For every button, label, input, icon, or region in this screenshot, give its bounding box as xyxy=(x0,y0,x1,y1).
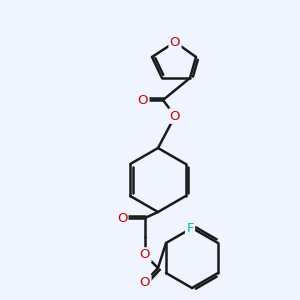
Text: O: O xyxy=(140,248,150,262)
Text: O: O xyxy=(138,94,148,106)
Text: O: O xyxy=(170,35,180,49)
Text: O: O xyxy=(170,110,180,122)
Text: O: O xyxy=(117,212,127,224)
Text: O: O xyxy=(140,275,150,289)
Text: F: F xyxy=(186,221,194,235)
